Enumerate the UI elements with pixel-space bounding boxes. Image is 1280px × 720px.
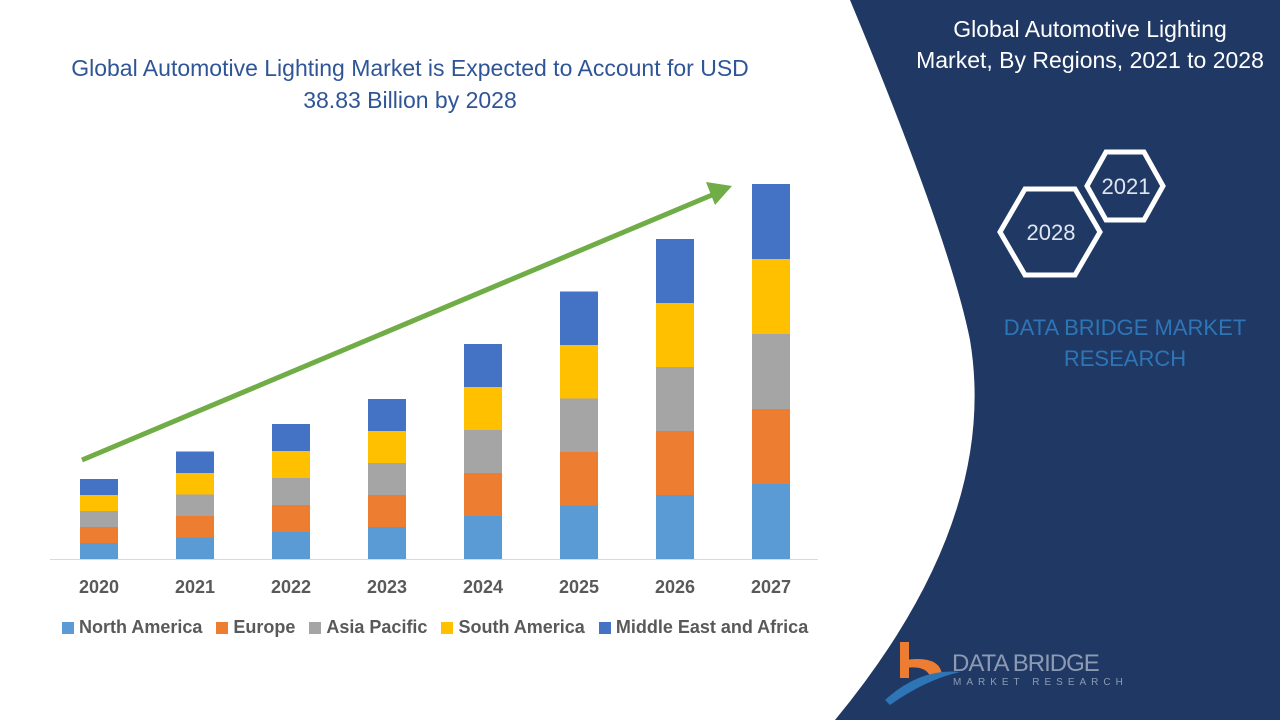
bar-segment bbox=[80, 511, 118, 527]
x-tick-label: 2020 bbox=[79, 577, 119, 597]
bar-segment bbox=[752, 259, 790, 334]
x-tick-label: 2026 bbox=[655, 577, 695, 597]
x-tick-label: 2023 bbox=[367, 577, 407, 597]
bar-segment bbox=[176, 494, 214, 516]
bar-segment bbox=[464, 473, 502, 516]
legend-swatch bbox=[598, 621, 611, 634]
legend-swatch bbox=[309, 621, 322, 634]
logo-subtext: MARKET RESEARCH bbox=[953, 677, 1128, 688]
bar-segment bbox=[176, 451, 214, 473]
bar-segment bbox=[656, 431, 694, 495]
legend-item: Europe bbox=[216, 617, 295, 638]
logo-text: DATA BRIDGE bbox=[952, 650, 1100, 677]
hex-badges bbox=[997, 149, 1166, 278]
bar-segment bbox=[80, 479, 118, 495]
bar-segment bbox=[464, 387, 502, 430]
legend-label: Europe bbox=[233, 617, 296, 637]
legend-label: Asia Pacific bbox=[326, 617, 428, 637]
bar-segment bbox=[560, 452, 598, 506]
legend-item: South America bbox=[441, 617, 585, 638]
bar-segment bbox=[560, 345, 598, 399]
legend-item: Middle East and Africa bbox=[598, 617, 809, 638]
x-tick-label: 2021 bbox=[175, 577, 215, 597]
bar-segment bbox=[176, 537, 214, 559]
bar-segment bbox=[272, 478, 310, 505]
bar-segment bbox=[464, 344, 502, 387]
bar-segment bbox=[176, 473, 214, 495]
bar-segment bbox=[272, 424, 310, 451]
x-tick-labels: 2020 2021 2022 2023 2024 2025 2026 2027 bbox=[79, 577, 791, 597]
bar-segment bbox=[752, 409, 790, 484]
bar-segment bbox=[656, 495, 694, 559]
bar-segment bbox=[560, 505, 598, 559]
x-tick-label: 2024 bbox=[463, 577, 503, 597]
legend: North America Europe Asia Pacific South Ame… bbox=[62, 617, 808, 638]
legend-swatch bbox=[216, 621, 229, 634]
legend-swatch bbox=[62, 621, 74, 634]
bar-segment bbox=[752, 184, 790, 259]
bar-segment bbox=[80, 495, 118, 511]
legend-swatch bbox=[441, 621, 454, 634]
bar-segment bbox=[272, 451, 310, 478]
legend-item: Asia Pacific bbox=[309, 617, 427, 638]
bar-segment bbox=[752, 334, 790, 409]
bar-segment bbox=[368, 527, 406, 559]
bar-segment bbox=[176, 516, 214, 538]
logo-mark bbox=[885, 642, 960, 705]
hex-2028-label: 2028 bbox=[1027, 220, 1076, 245]
bar-segment bbox=[368, 463, 406, 495]
bar-segment bbox=[656, 367, 694, 431]
trend-arrow-head bbox=[706, 182, 732, 205]
x-tick-label: 2025 bbox=[559, 577, 599, 597]
legend-label: South America bbox=[458, 617, 585, 637]
bar-segment bbox=[368, 431, 406, 463]
bar-segment bbox=[656, 239, 694, 303]
bar-segment bbox=[464, 430, 502, 473]
x-tick-label: 2027 bbox=[751, 577, 791, 597]
hex-2021 bbox=[1084, 149, 1166, 223]
legend-item: North America bbox=[62, 617, 202, 638]
bar-segment bbox=[560, 291, 598, 345]
brand-name: DATA BRIDGE MARKET RESEARCH bbox=[1003, 315, 1247, 371]
x-tick-label: 2022 bbox=[271, 577, 311, 597]
bar-segment bbox=[80, 527, 118, 543]
chart-title: Global Automotive Lighting Market is Exp… bbox=[71, 55, 749, 113]
legend-label: Middle East and Africa bbox=[615, 617, 809, 637]
bar-segment bbox=[272, 532, 310, 559]
hex-2028 bbox=[997, 186, 1103, 278]
bar-segment bbox=[752, 484, 790, 559]
bar-segment bbox=[368, 495, 406, 527]
bars bbox=[80, 184, 790, 559]
legend-label: North America bbox=[79, 617, 203, 637]
bar-segment bbox=[368, 399, 406, 431]
bar-segment bbox=[272, 505, 310, 532]
bar-segment bbox=[464, 516, 502, 559]
hex-2021-label: 2021 bbox=[1102, 174, 1151, 199]
side-panel-title: Global Automotive Lighting Market, By Re… bbox=[916, 16, 1264, 73]
bar-segment bbox=[560, 398, 598, 452]
trend-arrow bbox=[81, 192, 713, 463]
side-panel bbox=[835, 0, 1280, 720]
bar-segment bbox=[80, 543, 118, 559]
bar-segment bbox=[656, 303, 694, 367]
